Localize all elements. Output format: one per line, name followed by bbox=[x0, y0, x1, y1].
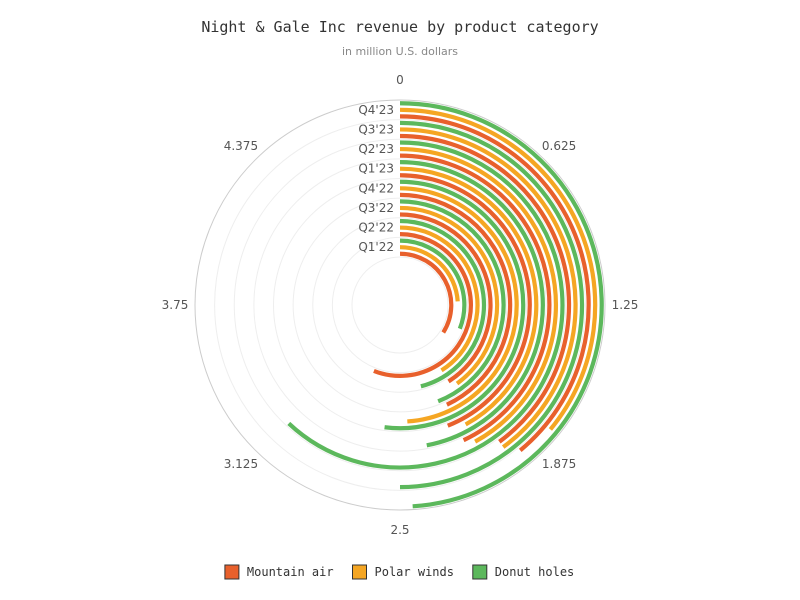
angle-tick-label: 0 bbox=[396, 73, 404, 87]
category-label: Q4'22 bbox=[358, 181, 394, 195]
bar-polar-winds bbox=[399, 107, 598, 431]
angle-tick-label: 3.75 bbox=[162, 298, 189, 312]
bar-polar-winds bbox=[399, 146, 559, 444]
bar-mountain-air bbox=[399, 251, 454, 334]
grid-ring bbox=[273, 178, 527, 432]
chart-title: Night & Gale Inc revenue by product cate… bbox=[201, 18, 598, 36]
category-label: Q2'23 bbox=[358, 142, 394, 156]
bar-polar-winds bbox=[399, 127, 578, 449]
legend-swatch bbox=[472, 564, 488, 580]
grid-ring bbox=[214, 119, 586, 491]
grid-ring bbox=[312, 217, 488, 393]
angle-tick-label: 0.625 bbox=[542, 139, 576, 153]
angle-tick-labels: 0 0.625 1.25 1.875 2.5 3.125 3.75 4.375 bbox=[162, 73, 639, 537]
legend: Mountain air Polar winds Donut holes bbox=[224, 564, 574, 580]
legend-swatch bbox=[352, 564, 367, 580]
bar-mountain-air bbox=[399, 212, 493, 384]
chart-subtitle: in million U.S. dollars bbox=[342, 45, 458, 58]
bar-polar-winds bbox=[399, 205, 500, 386]
bar-mountain-air bbox=[399, 133, 572, 444]
bar-donut-holes bbox=[399, 218, 487, 389]
angle-tick-label: 1.875 bbox=[542, 457, 576, 471]
grid-ring bbox=[351, 256, 449, 354]
category-label: Q3'22 bbox=[358, 201, 394, 215]
bar-mountain-air bbox=[373, 232, 473, 378]
bar-polar-winds bbox=[399, 186, 519, 424]
category-label: Q1'22 bbox=[358, 240, 394, 254]
bar-polar-winds bbox=[399, 245, 460, 302]
outer-ring bbox=[194, 99, 606, 511]
bar-mountain-air bbox=[399, 114, 591, 452]
legend-label: Mountain air bbox=[247, 565, 334, 579]
grid-ring bbox=[292, 197, 508, 413]
grid-ring bbox=[331, 236, 469, 374]
series-bars bbox=[287, 101, 604, 509]
bar-mountain-air bbox=[399, 192, 513, 407]
bar-donut-holes bbox=[287, 140, 565, 470]
legend-label: Donut holes bbox=[495, 565, 574, 579]
bar-donut-holes bbox=[399, 120, 585, 490]
grid-rings bbox=[194, 99, 606, 511]
category-label: Q1'23 bbox=[358, 162, 394, 176]
legend-label: Polar winds bbox=[375, 565, 454, 579]
angle-tick-label: 3.125 bbox=[224, 457, 258, 471]
bar-donut-holes bbox=[399, 238, 467, 330]
bar-donut-holes bbox=[399, 101, 604, 509]
grid-ring bbox=[253, 158, 547, 452]
category-label: Q4'23 bbox=[358, 103, 394, 117]
angle-tick-label: 4.375 bbox=[224, 139, 258, 153]
bar-donut-holes bbox=[399, 199, 506, 404]
bar-donut-holes bbox=[384, 179, 526, 431]
bar-donut-holes bbox=[399, 160, 545, 448]
angle-tick-label: 1.25 bbox=[612, 298, 639, 312]
bar-mountain-air bbox=[399, 173, 532, 428]
bar-mountain-air bbox=[399, 153, 552, 443]
bar-polar-winds bbox=[399, 166, 539, 427]
bar-polar-winds bbox=[399, 225, 480, 373]
legend-swatch bbox=[224, 564, 240, 580]
category-label: Q2'22 bbox=[358, 221, 394, 235]
grid-ring bbox=[233, 138, 567, 472]
angle-tick-label: 2.5 bbox=[390, 523, 409, 537]
category-labels: Q1'22 Q2'22 Q3'22 Q4'22 Q1'23 Q2'23 Q3'23 Q4'23 bbox=[358, 103, 394, 254]
category-label: Q3'23 bbox=[358, 122, 394, 136]
